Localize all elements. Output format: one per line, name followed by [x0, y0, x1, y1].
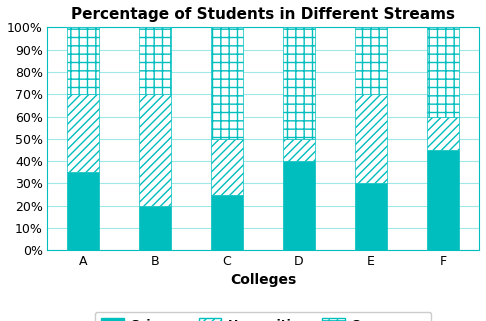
Bar — [427, 150, 459, 250]
Bar — [139, 94, 171, 206]
Title: Percentage of Students in Different Streams: Percentage of Students in Different Stre… — [71, 7, 455, 22]
Bar — [355, 94, 387, 183]
Bar — [139, 206, 171, 250]
Bar — [211, 139, 243, 195]
Bar — [283, 139, 315, 161]
Bar — [283, 27, 315, 139]
Bar — [427, 27, 459, 117]
Bar — [211, 195, 243, 250]
Bar — [427, 117, 459, 150]
Bar — [211, 27, 243, 139]
Bar — [355, 183, 387, 250]
Bar — [67, 172, 99, 250]
Bar — [67, 94, 99, 172]
Bar — [283, 161, 315, 250]
Bar — [139, 27, 171, 94]
Bar — [355, 27, 387, 94]
X-axis label: Colleges: Colleges — [230, 273, 296, 287]
Bar — [67, 27, 99, 94]
Legend: Science, Humanities, Commerce: Science, Humanities, Commerce — [95, 312, 431, 321]
